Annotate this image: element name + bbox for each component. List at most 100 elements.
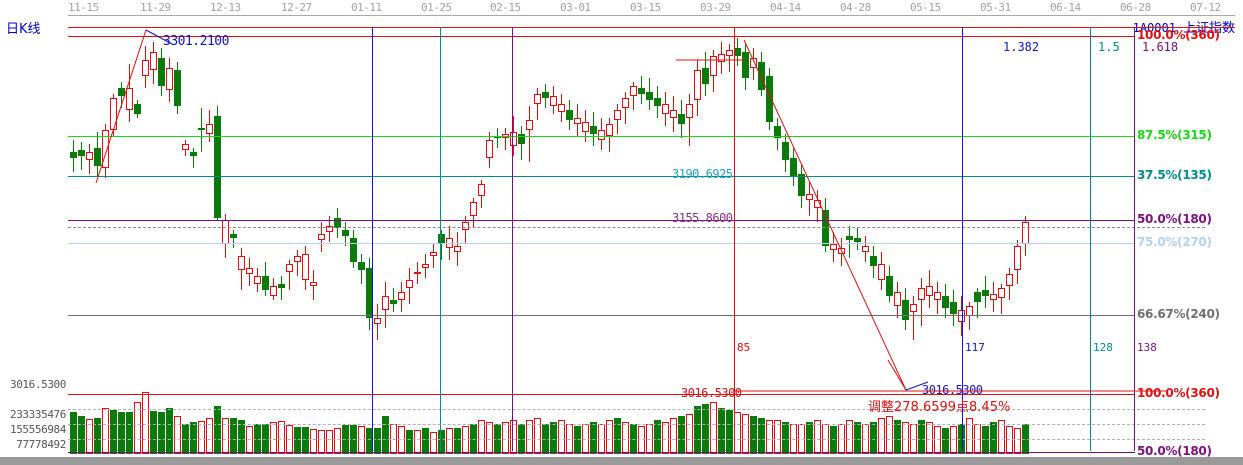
candle-body [134, 104, 141, 114]
candle-body [1022, 222, 1029, 244]
candle-body [918, 288, 925, 300]
fib-line-66.67%(240) [68, 315, 1135, 316]
price-overlay [68, 16, 1235, 382]
candle-body [478, 184, 485, 196]
candle-wick [193, 148, 194, 168]
instrument-code: 1A0001 [1132, 21, 1176, 35]
volume-bar [902, 422, 909, 454]
fib-label-75.0%(270): 75.0%(270) [1137, 235, 1212, 249]
candle-body [518, 134, 525, 144]
candle-body [758, 62, 765, 90]
volume-bar [726, 410, 733, 454]
volume-chart-panel[interactable] [68, 382, 1235, 454]
candle-wick [529, 106, 530, 162]
candle-body [318, 234, 325, 240]
candle-wick [729, 44, 730, 72]
volume-bar [670, 418, 677, 454]
time-marker-label-138: 138 [1137, 341, 1157, 354]
candle-body [398, 292, 405, 300]
candle-body [798, 174, 805, 196]
candle-body [574, 118, 581, 124]
volume-bar [502, 422, 509, 454]
fib-label-50.0%(180): 50.0%(180) [1137, 212, 1212, 226]
candle-body [638, 88, 645, 94]
candle-body [790, 158, 797, 176]
candle-wick [297, 250, 298, 276]
volume-bar [222, 418, 229, 454]
volume-bar [926, 422, 933, 454]
date-tick-02-15: 02-15 [490, 1, 521, 14]
volfib-line-50.0%(180) [68, 452, 1135, 453]
candle-wick [921, 278, 922, 326]
candle-body [486, 140, 493, 158]
candle-body [174, 70, 181, 106]
candle-body [950, 302, 957, 314]
axis-rule [68, 15, 1235, 16]
candle-body [278, 284, 285, 288]
volume-bar [574, 426, 581, 454]
candle-wick [849, 226, 850, 258]
volume-bar [382, 416, 389, 454]
price-chart-panel[interactable] [68, 16, 1235, 382]
candle-wick [505, 128, 506, 150]
candle-body [590, 126, 597, 134]
instrument-name: 上证指数 [1182, 21, 1235, 36]
volume-bar [430, 432, 437, 454]
candle-body [686, 104, 693, 118]
candle-body [558, 104, 565, 112]
candle-wick [233, 230, 234, 248]
candle-body [822, 210, 829, 246]
candle-body [942, 296, 949, 308]
candle-body [902, 300, 909, 320]
candle-body [78, 150, 85, 156]
volume-bar [166, 408, 173, 454]
date-tick-12-13: 12-13 [210, 1, 241, 14]
candle-body [342, 230, 349, 236]
volume-bar [318, 430, 325, 454]
candle-body [390, 300, 397, 304]
volume-bar [334, 428, 341, 454]
candle-wick [633, 82, 634, 110]
volume-bar [590, 422, 597, 454]
candle-body [1006, 274, 1013, 286]
candle-body [910, 304, 917, 312]
candle-body [190, 152, 197, 156]
fib-line-50.0%(180) [68, 220, 1135, 221]
volume-bar [158, 412, 165, 454]
candle-body [598, 130, 605, 140]
volume-bar [718, 408, 725, 454]
volume-bar [678, 416, 685, 454]
volume-bar [942, 428, 949, 454]
date-axis: 11-15 11-29 12-13 12-27 01-11 01-25 02-15 03-01… [0, 0, 1243, 16]
volume-bar [534, 418, 541, 454]
purple-price-label: 3155.8600 [672, 211, 733, 225]
candle-body [350, 238, 357, 262]
volume-bar [686, 414, 693, 454]
candle-body [262, 276, 269, 290]
candle-body [838, 248, 845, 254]
volume-axis-mid: 155556984 [9, 423, 66, 436]
candle-body [982, 290, 989, 296]
candle-body [158, 58, 165, 86]
volume-gridline-2 [68, 439, 1205, 440]
candle-body [718, 54, 725, 62]
volume-bar [374, 428, 381, 454]
candle-body [894, 292, 901, 306]
candle-body [742, 52, 749, 78]
date-tick-04-14: 04-14 [770, 1, 801, 14]
fib-label-87.5%(315): 87.5%(315) [1137, 128, 1212, 142]
candle-body [1014, 246, 1021, 270]
fib-line-100.0%(360) [68, 36, 1135, 37]
candle-body [710, 56, 717, 76]
date-tick-06-28: 06-28 [1120, 1, 1151, 14]
candle-body [294, 256, 301, 262]
volume-bar [990, 422, 997, 454]
candle-body [534, 94, 541, 104]
horizontal-scrollbar[interactable] [0, 457, 1243, 465]
candle-body [926, 286, 933, 296]
candle-body [702, 68, 709, 84]
volume-bar [478, 420, 485, 454]
volume-bar [894, 420, 901, 454]
volume-bar [662, 422, 669, 454]
volume-bar [878, 418, 885, 454]
